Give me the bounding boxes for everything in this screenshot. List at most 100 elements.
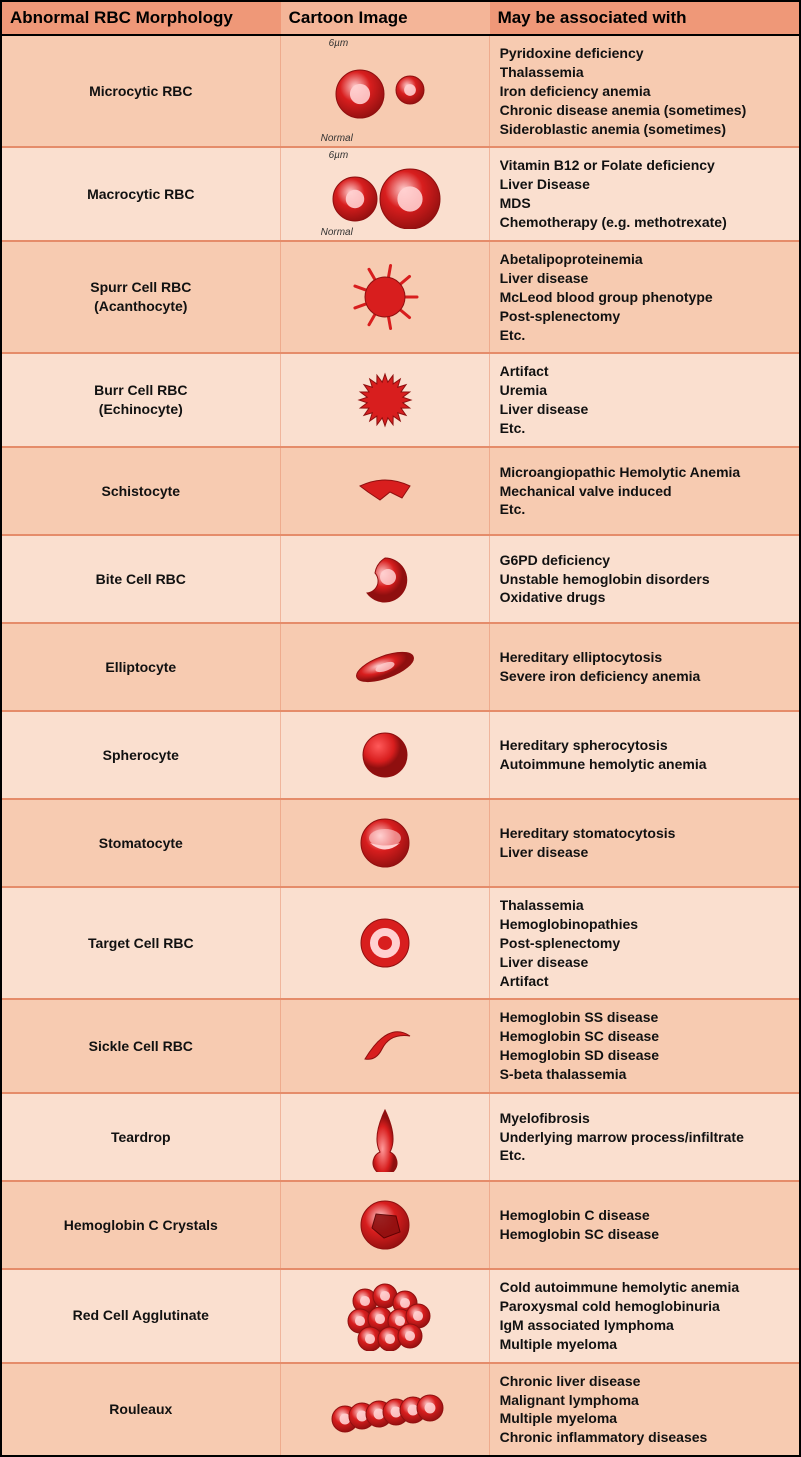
association-item: Iron deficiency anemia — [500, 82, 789, 101]
associations: Pyridoxine deficiencyThalassemiaIron def… — [490, 36, 799, 146]
association-item: Thalassemia — [500, 896, 789, 915]
cartoon-image — [281, 1364, 490, 1456]
association-item: Multiple myeloma — [500, 1409, 789, 1428]
associations: ArtifactUremiaLiver diseaseEtc. — [490, 354, 799, 446]
association-item: Liver disease — [500, 843, 789, 862]
associations: Vitamin B12 or Folate deficiencyLiver Di… — [490, 148, 799, 240]
morphology-name: Sickle Cell RBC — [2, 1000, 281, 1092]
association-item: Hemoglobin SD disease — [500, 1046, 789, 1065]
header-morphology: Abnormal RBC Morphology — [2, 2, 281, 34]
association-item: Post-splenectomy — [500, 934, 789, 953]
table-row: Hemoglobin C Crystals Hemoglobin C disea… — [2, 1180, 799, 1268]
association-item: Cold autoimmune hemolytic anemia — [500, 1278, 789, 1297]
association-item: Multiple myeloma — [500, 1335, 789, 1354]
association-item: Hemoglobinopathies — [500, 915, 789, 934]
size-label: 6µm — [329, 38, 349, 49]
associations: Microangiopathic Hemolytic AnemiaMechani… — [490, 448, 799, 534]
association-item: Oxidative drugs — [500, 588, 789, 607]
association-item: MDS — [500, 194, 789, 213]
association-item: Chemotherapy (e.g. methotrexate) — [500, 213, 789, 232]
morphology-name: Macrocytic RBC — [2, 148, 281, 240]
associations: Hereditary elliptocytosisSevere iron def… — [490, 624, 799, 710]
association-item: Chronic liver disease — [500, 1372, 789, 1391]
associations: Chronic liver diseaseMalignant lymphomaM… — [490, 1364, 799, 1456]
morphology-name: Bite Cell RBC — [2, 536, 281, 622]
association-item: Liver disease — [500, 953, 789, 972]
table-row: Bite Cell RBC G6PD deficiencyUnstable he… — [2, 534, 799, 622]
morphology-name: Red Cell Agglutinate — [2, 1270, 281, 1362]
cartoon-image — [281, 242, 490, 352]
association-item: Autoimmune hemolytic anemia — [500, 755, 789, 774]
association-item: Etc. — [500, 500, 789, 519]
association-item: Etc. — [500, 326, 789, 345]
table-header-row: Abnormal RBC Morphology Cartoon Image Ma… — [2, 2, 799, 36]
association-item: Hemoglobin SC disease — [500, 1027, 789, 1046]
cartoon-image: 6µm Normal — [281, 36, 490, 146]
association-item: S-beta thalassemia — [500, 1065, 789, 1084]
association-item: Unstable hemoglobin disorders — [500, 570, 789, 589]
cartoon-image — [281, 1000, 490, 1092]
cartoon-image — [281, 712, 490, 798]
associations: G6PD deficiencyUnstable hemoglobin disor… — [490, 536, 799, 622]
association-item: Artifact — [500, 362, 789, 381]
table-row: Stomatocyte Hereditary stomatocytosisLiv… — [2, 798, 799, 886]
association-item: Underlying marrow process/infiltrate — [500, 1128, 789, 1147]
associations: Hereditary stomatocytosisLiver disease — [490, 800, 799, 886]
rbc-morphology-table: Abnormal RBC Morphology Cartoon Image Ma… — [0, 0, 801, 1457]
association-item: Thalassemia — [500, 63, 789, 82]
cartoon-image — [281, 624, 490, 710]
table-row: Burr Cell RBC(Echinocyte)ArtifactUremiaL… — [2, 352, 799, 446]
associations: AbetalipoproteinemiaLiver diseaseMcLeod … — [490, 242, 799, 352]
association-item: Liver disease — [500, 269, 789, 288]
associations: Cold autoimmune hemolytic anemiaParoxysm… — [490, 1270, 799, 1362]
table-body: Microcytic RBC 6µm Normal Pyridoxine defic… — [2, 36, 799, 1455]
associations: MyelofibrosisUnderlying marrow process/i… — [490, 1094, 799, 1180]
morphology-name: Stomatocyte — [2, 800, 281, 886]
association-item: Hereditary elliptocytosis — [500, 648, 789, 667]
association-item: Etc. — [500, 1146, 789, 1165]
association-item: Severe iron deficiency anemia — [500, 667, 789, 686]
association-item: Artifact — [500, 972, 789, 991]
cartoon-image — [281, 1270, 490, 1362]
header-image: Cartoon Image — [281, 2, 490, 34]
morphology-name: Schistocyte — [2, 448, 281, 534]
morphology-name: Spurr Cell RBC(Acanthocyte) — [2, 242, 281, 352]
association-item: IgM associated lymphoma — [500, 1316, 789, 1335]
cartoon-image: 6µm Normal — [281, 148, 490, 240]
cartoon-image — [281, 354, 490, 446]
table-row: Sickle Cell RBC Hemoglobin SS diseaseHemo… — [2, 998, 799, 1092]
header-associated: May be associated with — [490, 2, 799, 34]
table-row: Elliptocyte Hereditary elliptocytosisSev… — [2, 622, 799, 710]
table-row: Schistocyte Microangiopathic Hemolytic An… — [2, 446, 799, 534]
associations: ThalassemiaHemoglobinopathiesPost-splene… — [490, 888, 799, 998]
morphology-name: Elliptocyte — [2, 624, 281, 710]
morphology-name: Teardrop — [2, 1094, 281, 1180]
association-item: Pyridoxine deficiency — [500, 44, 789, 63]
table-row: Target Cell RBC ThalassemiaHemoglobinopa… — [2, 886, 799, 998]
association-item: Vitamin B12 or Folate deficiency — [500, 156, 789, 175]
association-item: Chronic disease anemia (sometimes) — [500, 101, 789, 120]
association-item: Myelofibrosis — [500, 1109, 789, 1128]
normal-label: Normal — [321, 133, 353, 144]
cartoon-image — [281, 1094, 490, 1180]
table-row: Teardrop MyelofibrosisUnderlying marrow … — [2, 1092, 799, 1180]
table-row: Red Cell Agglutinate — [2, 1268, 799, 1362]
morphology-name: Target Cell RBC — [2, 888, 281, 998]
association-item: Etc. — [500, 419, 789, 438]
table-row: Microcytic RBC 6µm Normal Pyridoxine defic… — [2, 36, 799, 146]
association-item: Sideroblastic anemia (sometimes) — [500, 120, 789, 139]
association-item: Paroxysmal cold hemoglobinuria — [500, 1297, 789, 1316]
morphology-name: Rouleaux — [2, 1364, 281, 1456]
association-item: Hemoglobin C disease — [500, 1206, 789, 1225]
association-item: Post-splenectomy — [500, 307, 789, 326]
morphology-name: Microcytic RBC — [2, 36, 281, 146]
size-label: 6µm — [329, 150, 349, 161]
table-row: Spurr Cell RBC(Acanthocyte) Abetalipoprot… — [2, 240, 799, 352]
morphology-name: Hemoglobin C Crystals — [2, 1182, 281, 1268]
association-item: Malignant lymphoma — [500, 1391, 789, 1410]
cartoon-image — [281, 800, 490, 886]
normal-label: Normal — [321, 227, 353, 238]
association-item: Hereditary spherocytosis — [500, 736, 789, 755]
associations: Hemoglobin SS diseaseHemoglobin SC disea… — [490, 1000, 799, 1092]
association-item: Abetalipoproteinemia — [500, 250, 789, 269]
